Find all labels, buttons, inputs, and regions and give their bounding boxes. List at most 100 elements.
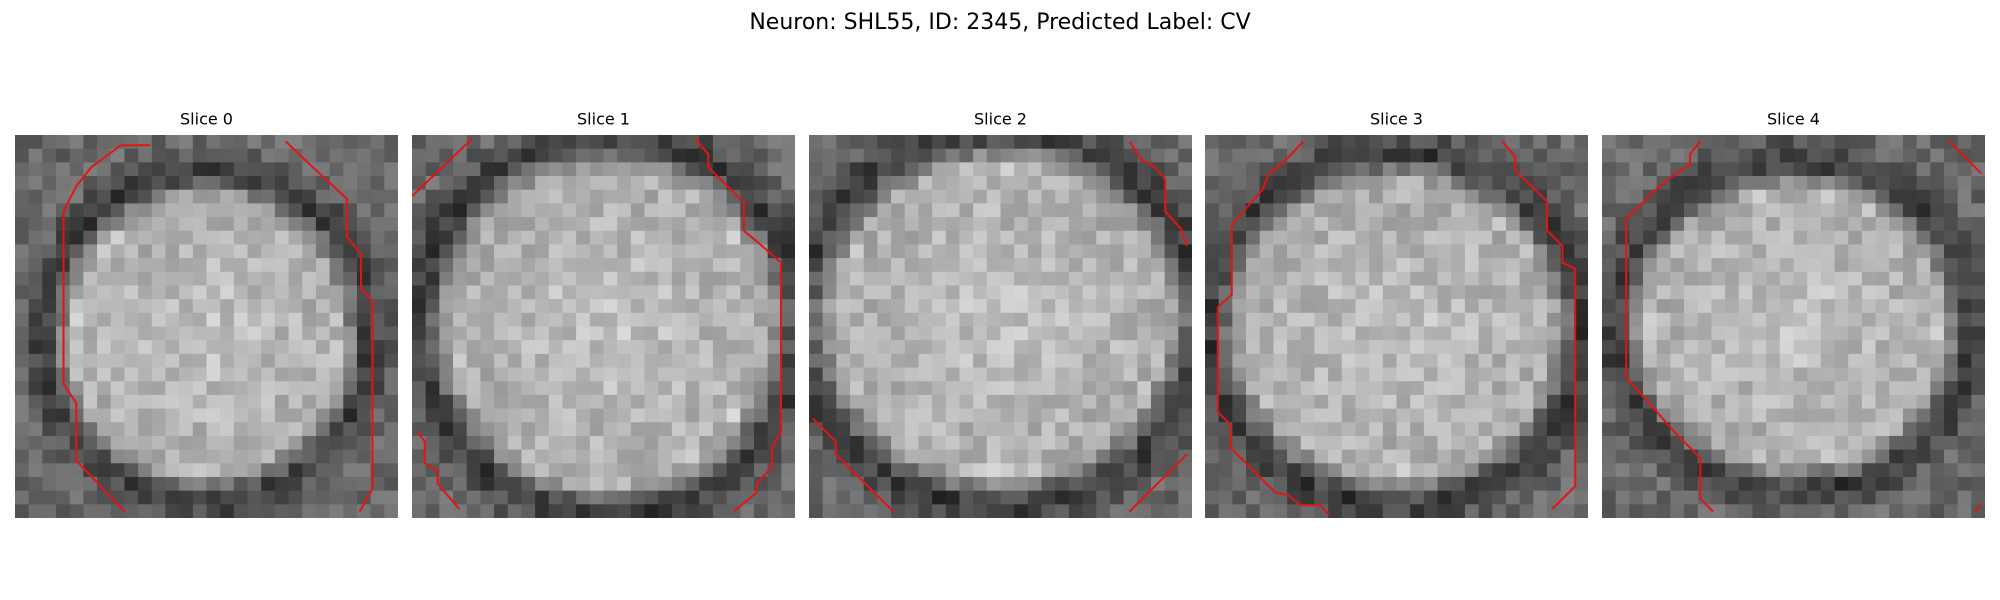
pixel [918,504,933,518]
pixel [1615,299,1630,314]
pixel [425,504,440,518]
pixel [918,271,933,286]
pixel [1861,367,1876,382]
pixel [165,326,180,341]
pixel [822,135,837,150]
pixel [658,203,673,218]
pixel [836,422,851,437]
pixel [1437,299,1452,314]
pixel [1643,435,1658,450]
pixel [644,189,659,204]
pixel [822,353,837,368]
pixel [1000,285,1015,300]
pixel [1014,271,1029,286]
pixel [945,203,960,218]
pixel [507,476,522,492]
pixel [1697,312,1712,327]
pixel [1602,176,1617,191]
pixel [1232,189,1247,204]
pixel [1055,463,1070,478]
pixel [1137,476,1152,492]
pixel [83,285,98,300]
pixel [1014,353,1029,368]
pixel [1014,162,1029,177]
pixel [945,340,960,355]
pixel [589,230,604,245]
pixel [1314,408,1329,423]
pixel [1273,189,1288,204]
pixel [589,176,604,191]
pixel [356,299,372,314]
pixel [1109,435,1124,450]
pixel [1943,285,1959,300]
pixel [726,435,741,450]
pixel [1656,381,1671,396]
pixel [712,189,727,204]
pixel [151,422,166,437]
pixel [179,217,194,232]
pixel [1068,244,1083,259]
pixel [343,312,358,327]
pixel [1027,271,1042,286]
pixel [850,258,865,273]
pixel [1916,381,1931,396]
pixel [1574,285,1588,300]
pixel [1123,435,1138,450]
pixel [288,381,303,396]
pixel [165,381,180,396]
pixel [97,299,112,314]
panel-title: Slice 2 [974,110,1027,129]
pixel [671,340,686,355]
pixel [726,162,741,177]
pixel [1041,490,1056,505]
pixel [1971,244,1985,259]
pixel [1314,381,1329,396]
pixel [726,326,741,341]
pixel [1971,258,1985,273]
pixel [959,148,974,163]
pixel [1711,367,1726,382]
pixel [1178,435,1192,450]
pixel [877,230,892,245]
pixel [1670,162,1685,177]
pixel [261,148,276,163]
pixel [110,504,125,518]
pixel [1437,408,1452,423]
pixel [836,353,851,368]
pixel [1889,312,1904,327]
pixel [548,189,563,204]
pixel [630,422,645,437]
pixel [1519,340,1534,355]
pixel [288,340,303,355]
pixel [1505,340,1520,355]
pixel [83,463,98,478]
panel-title: Slice 0 [180,110,233,129]
pixel [1971,203,1985,218]
pixel [562,312,577,327]
pixel [1889,326,1904,341]
pixel [124,312,139,327]
pixel [1423,203,1438,218]
pixel [1889,476,1904,492]
pixel [712,230,727,245]
pixel [712,244,727,259]
pixel [274,189,289,204]
pixel [494,504,509,518]
pixel [1738,490,1753,505]
pixel [1492,148,1507,163]
pixel [1478,367,1493,382]
pixel [986,203,1001,218]
pixel [15,381,30,396]
pixel [1150,463,1166,478]
pixel [1519,258,1534,273]
pixel [617,326,632,341]
pixel [302,504,317,518]
pixel [1341,408,1356,423]
pixel [671,162,686,177]
pixel [535,394,550,409]
pixel [124,176,139,191]
pixel [1643,244,1658,259]
pixel [1738,435,1753,450]
pixel [617,422,632,437]
pixel [1834,203,1849,218]
